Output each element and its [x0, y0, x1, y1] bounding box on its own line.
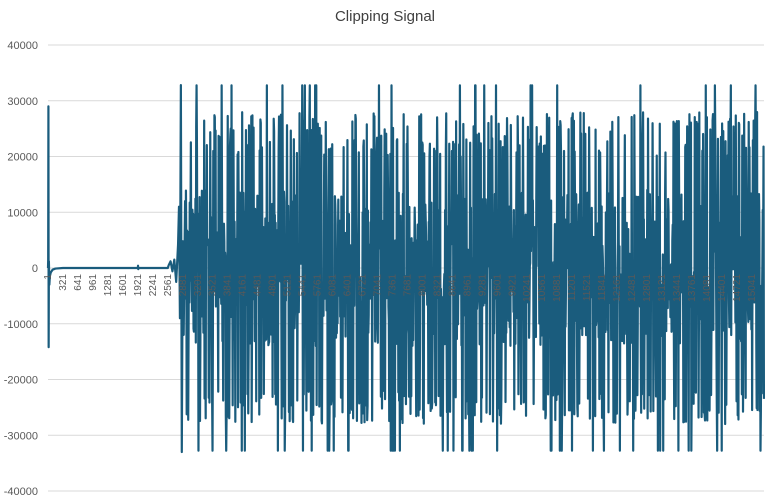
x-tick-label: 321: [58, 274, 69, 291]
x-tick-label: 9921: [507, 274, 518, 297]
x-tick-label: 4801: [268, 274, 279, 297]
x-tick-label: 6401: [343, 274, 354, 297]
x-tick-label: 11841: [597, 274, 608, 302]
x-tick-label: 3521: [208, 274, 219, 297]
x-tick-label: 8961: [462, 274, 473, 297]
x-tick-label: 12801: [642, 274, 653, 302]
x-tick-label: 15041: [747, 274, 758, 302]
x-tick-label: 961: [88, 274, 99, 291]
x-tick-label: 14401: [717, 274, 728, 302]
x-tick-label: 1921: [133, 274, 144, 297]
x-axis-tick-labels: 1 321 641 961 1281 1601 1921 2241 2561 2881 3201 35…: [43, 274, 758, 302]
series-line: [46, 84, 766, 454]
x-tick-label: 10241: [522, 274, 533, 302]
x-tick-label: 14721: [732, 274, 743, 302]
y-tick-label: 30000: [7, 96, 38, 108]
x-tick-label: 12481: [627, 274, 638, 302]
x-tick-label: 2241: [148, 274, 159, 297]
chart-title: Clipping Signal: [334, 8, 436, 25]
x-tick-label: 4161: [238, 274, 249, 297]
x-tick-label: 4481: [253, 274, 264, 297]
x-tick-label: 8641: [447, 274, 458, 297]
y-tick-label: 0: [32, 263, 38, 275]
series: [46, 84, 766, 454]
y-tick-label: -30000: [4, 430, 38, 442]
x-tick-label: 5761: [313, 274, 324, 297]
x-tick-label: 13441: [672, 274, 683, 302]
x-tick-label: 641: [73, 274, 84, 291]
x-tick-label: 2561: [163, 274, 174, 297]
x-tick-label: 3841: [223, 274, 234, 297]
x-tick-label: 9601: [492, 274, 503, 297]
x-tick-label: 7041: [372, 274, 383, 297]
y-tick-label: 10000: [7, 207, 38, 219]
x-tick-label: 10881: [552, 274, 563, 302]
x-tick-label: 8321: [432, 274, 443, 297]
x-tick-label: 12161: [612, 274, 623, 302]
x-tick-label: 9281: [477, 274, 488, 297]
x-tick-label: 13121: [657, 274, 668, 302]
x-tick-label: 6081: [328, 274, 339, 297]
y-tick-label: -40000: [4, 486, 38, 498]
x-tick-label: 7681: [402, 274, 413, 297]
y-tick-label: 40000: [7, 40, 38, 52]
x-tick-label: 11521: [582, 274, 593, 302]
x-tick-label: 1: [43, 274, 54, 280]
x-tick-label: 13761: [687, 274, 698, 302]
y-tick-label: 20000: [7, 152, 38, 164]
x-tick-label: 5121: [283, 274, 294, 297]
y-tick-label: -10000: [4, 319, 38, 331]
x-tick-label: 1601: [118, 274, 129, 297]
x-tick-label: 11201: [567, 274, 578, 302]
x-tick-label: 1281: [103, 274, 114, 297]
y-axis-tick-labels: 40000 30000 20000 10000 0 -10000 -20000 -30000 -…: [4, 40, 38, 498]
x-tick-label: 14081: [702, 274, 713, 302]
x-tick-label: 2881: [178, 274, 189, 297]
x-tick-label: 7361: [387, 274, 398, 297]
y-tick-label: -20000: [4, 375, 38, 387]
x-tick-label: 3201: [193, 274, 204, 297]
x-tick-label: 6721: [357, 274, 368, 297]
x-tick-label: 5441: [298, 274, 309, 297]
x-tick-label: 8001: [417, 274, 428, 297]
x-tick-label: 10561: [537, 274, 548, 302]
